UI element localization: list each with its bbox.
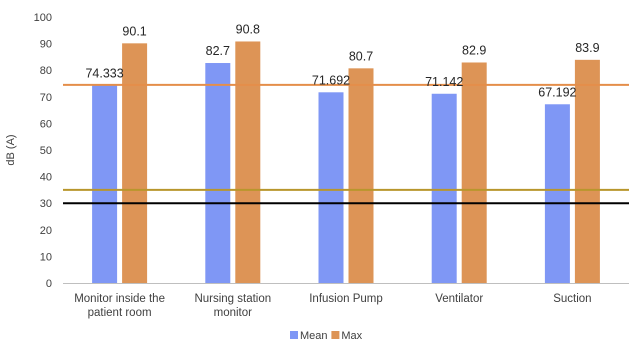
data-label-mean: 71.692 [312, 73, 350, 87]
bar-max [461, 62, 487, 284]
data-label-max: 83.9 [575, 41, 599, 55]
y-tick-label: 10 [40, 251, 52, 263]
y-tick-label: 80 [40, 65, 52, 77]
category-label: monitor [214, 307, 253, 319]
category-label: Nursing station [194, 293, 271, 305]
bar-mean [544, 104, 570, 283]
data-label-max: 80.7 [349, 49, 373, 63]
y-tick-label: 0 [46, 278, 52, 290]
category-label: patient room [88, 307, 152, 319]
bar-mean [92, 85, 118, 283]
y-tick-label: 100 [34, 12, 52, 24]
legend-label-mean: Mean [300, 330, 328, 342]
legend-label-max: Max [341, 330, 362, 342]
data-label-mean: 74.333 [85, 66, 123, 80]
data-label-mean: 67.192 [538, 85, 576, 99]
bar-mean [318, 92, 344, 283]
y-tick-label: 70 [40, 92, 52, 104]
data-label-mean: 82.7 [206, 44, 230, 58]
bar-max [235, 41, 261, 283]
y-axis-ticks: 0 10 20 30 40 50 60 70 80 90 100 [34, 12, 52, 290]
reference-lines [63, 83, 629, 205]
data-label-mean: 71.142 [425, 75, 463, 89]
data-label-max: 82.9 [462, 43, 486, 57]
category-label: Monitor inside the [74, 293, 165, 305]
data-labels: 74.333 90.1 82.7 90.8 71.692 80.7 71.142 82.9 67… [85, 22, 599, 99]
y-tick-label: 30 [40, 198, 52, 210]
y-tick-label: 50 [40, 145, 52, 157]
legend: Mean Max [290, 330, 363, 342]
category-label: Suction [553, 293, 591, 305]
y-axis-title: dB (A) [5, 134, 17, 165]
y-tick-label: 90 [40, 39, 52, 51]
bar-max [122, 43, 148, 283]
y-tick-label: 20 [40, 225, 52, 237]
bars [92, 41, 600, 284]
category-labels: Monitor inside the patient room Nursing st… [74, 293, 591, 319]
bar-max [348, 68, 374, 283]
y-tick-label: 40 [40, 172, 52, 184]
y-tick-label: 60 [40, 118, 52, 130]
legend-swatch-max [331, 331, 340, 339]
category-label: Ventilator [435, 293, 483, 305]
data-label-max: 90.8 [236, 22, 260, 36]
bar-max [574, 59, 600, 283]
legend-swatch-mean [290, 331, 298, 339]
bar-mean [431, 93, 457, 283]
data-label-max: 90.1 [122, 24, 146, 38]
category-label: Infusion Pump [309, 293, 383, 305]
bar-mean [205, 63, 231, 283]
